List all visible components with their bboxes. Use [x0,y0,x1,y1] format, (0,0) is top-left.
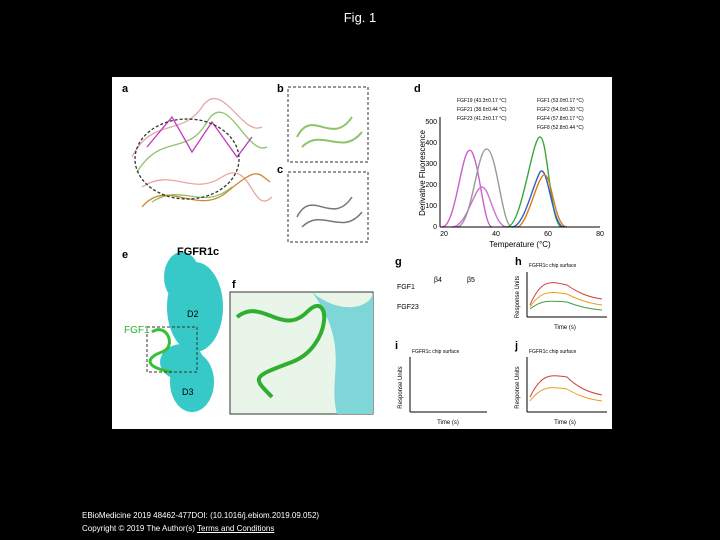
legend-entry: FGF19 (43.3±0.17 °C) [457,98,507,104]
structure-a [131,98,273,208]
legend-entry: FGF4 (57.8±0.17 °C) [537,116,584,122]
footer: EBioMedicine 2019 48462-477DOI: (10.1016… [82,509,319,535]
x-axis-label: Temperature (°C) [489,240,551,249]
x-tick-label: 60 [544,231,552,238]
panel-label: d [414,83,421,95]
panel-label: g [395,256,402,268]
domain-label: D3 [182,387,194,397]
legend-entry: FGF21 (38.6±0.44 °C) [457,107,507,113]
figure: a b c d e f g h i j 20 40 60 80 0 100 200 300 400 500 Temper… [112,77,612,429]
x-axis-label: Time (s) [437,420,459,426]
panel-label: a [122,83,129,95]
x-tick-label: 20 [440,231,448,238]
structure-b [296,116,363,148]
x-tick-label: 80 [596,231,604,238]
legend-entry: FGF8 (52.8±0.44 °C) [537,125,584,131]
y-tick-label: 0 [433,224,437,231]
ligand-ribbon [148,328,173,374]
panel-label: j [514,340,518,352]
chart-title: FGFR1c chip surface [412,349,459,355]
receptor-label: FGFR1c [177,246,219,258]
y-tick-label: 100 [425,203,437,210]
copyright: Copyright © 2019 The Author(s) [82,524,195,533]
panel-label: e [122,249,128,261]
melt-curves [441,136,568,228]
y-axis-label: Response Units [515,366,521,408]
x-axis-label: Time (s) [554,420,576,426]
seq-label: FGF23 [397,304,419,311]
panel-label: i [395,340,398,352]
legend-entry: FGF1 (53.0±0.17 °C) [537,98,584,104]
structure-c [296,196,363,228]
zoom-ribbon [235,304,327,399]
inset-e [146,326,198,373]
sensorgrams [410,282,603,413]
legend-entry: FGF2 (54.0±0.20 °C) [537,107,584,113]
seq-label: FGF1 [397,284,415,291]
x-axis-label: Time (s) [554,325,576,331]
panel-label: c [277,164,283,176]
terms-link[interactable]: Terms and Conditions [197,524,275,533]
legend-entry: FGF23 (41.2±0.17 °C) [457,116,507,122]
y-axis-label: Response Units [515,276,521,318]
panel-label: h [515,256,522,268]
y-tick-label: 200 [425,182,437,189]
y-tick-label: 300 [425,161,437,168]
domain-label: D2 [187,309,199,319]
chart-axes [409,117,607,413]
ligand-label: FGF1 [124,325,150,336]
copyright-line: Copyright © 2019 The Author(s) Terms and… [82,522,319,535]
y-axis-label: Derivative Fluorescence [418,130,427,216]
y-tick-label: 400 [425,140,437,147]
panel-label: b [277,83,284,95]
y-axis-label: Response Units [398,366,404,408]
chart-title: FGFR1c chip surface [529,263,576,269]
panel-label: f [232,279,236,291]
citation: EBioMedicine 2019 48462-477DOI: (10.1016… [82,511,320,520]
motif-label: β5 [467,277,475,284]
x-tick-label: 40 [492,231,500,238]
chart-title: FGFR1c chip surface [529,349,576,355]
inset-b [287,86,369,163]
inset-c [287,171,369,243]
zoom-surface [312,292,373,414]
motif-label: β4 [434,277,442,284]
y-tick-label: 500 [425,119,437,126]
slide-title: Fig. 1 [343,10,377,25]
